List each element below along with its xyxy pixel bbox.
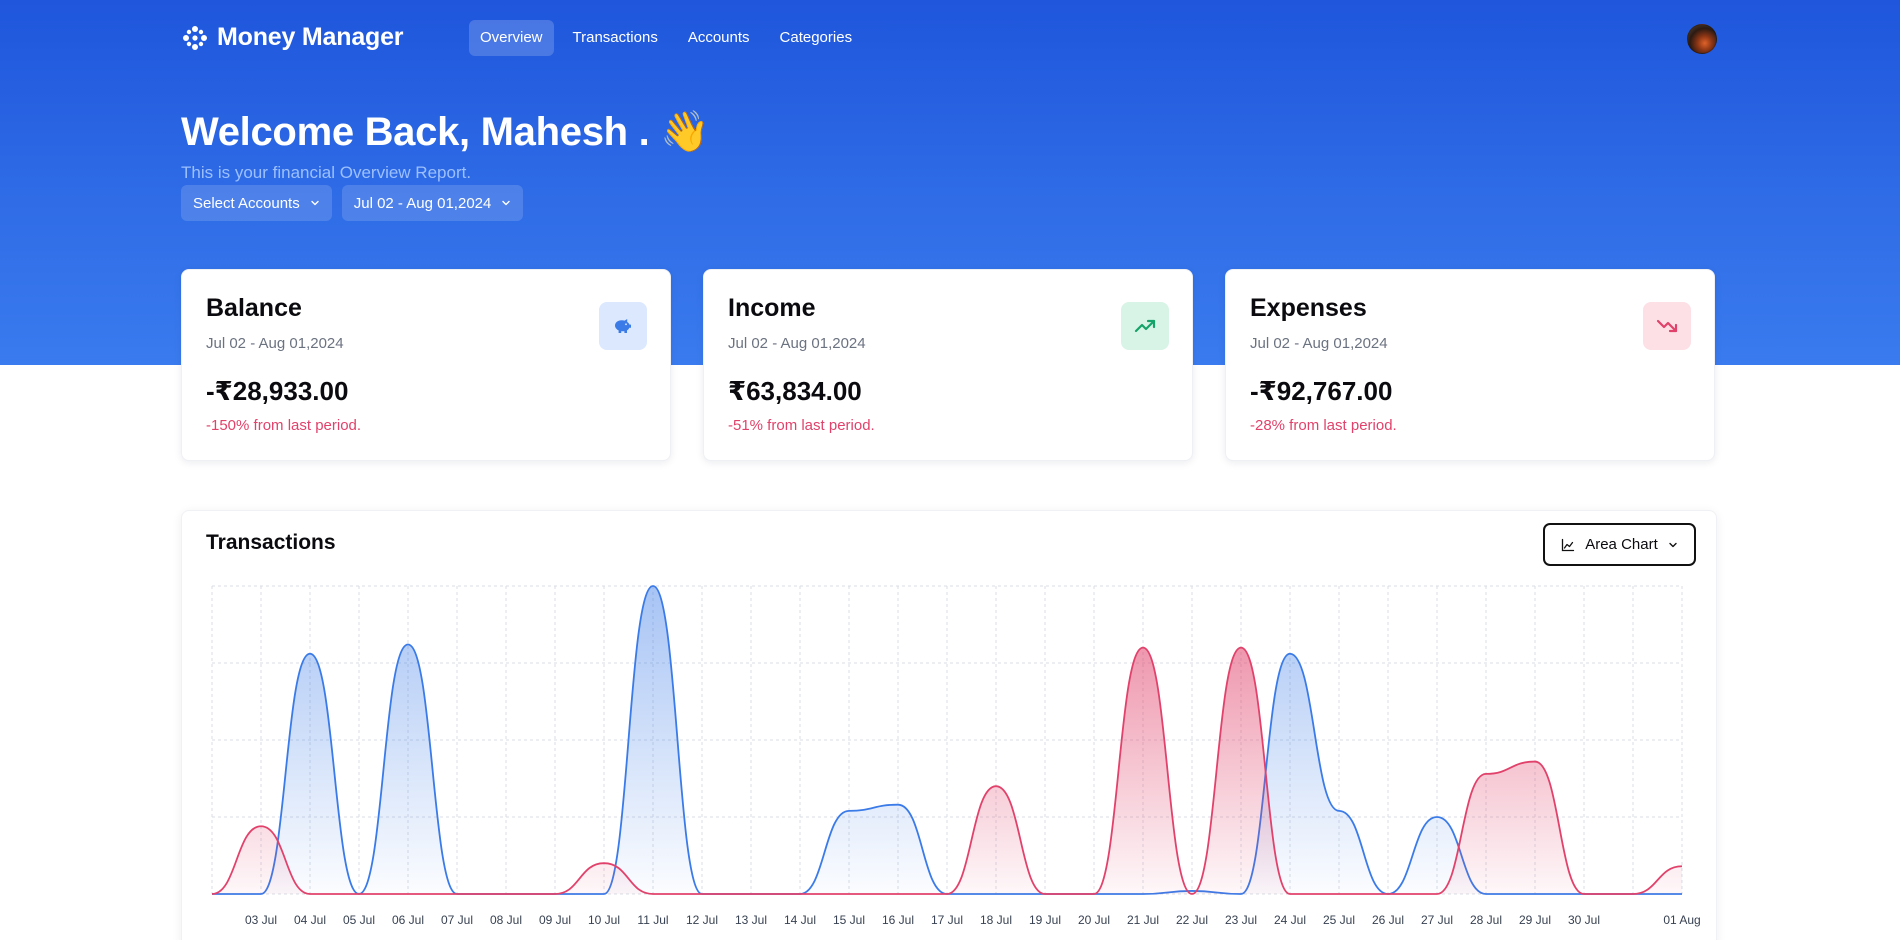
x-tick-label: 29 Jul [1519,913,1551,927]
chevron-down-icon [311,200,319,206]
chart-type-label: Area Chart [1585,536,1658,553]
x-tick-label: 05 Jul [343,913,375,927]
card-amount: ₹63,834.00 [728,376,862,406]
date-range-label: Jul 02 - Aug 01,2024 [353,194,492,212]
select-accounts-label: Select Accounts [193,194,300,212]
nav-link-transactions[interactable]: Transactions [572,29,658,46]
piggy-bank-icon [615,319,631,333]
brand[interactable]: Money Manager [181,23,404,52]
x-tick-label: 24 Jul [1274,913,1306,927]
top-navigation: Money Manager Overview Transactions Acco… [181,20,1717,58]
x-tick-label: 19 Jul [1029,913,1061,927]
card-title: Income [728,294,816,322]
x-tick-label: 09 Jul [539,913,571,927]
x-tick-label: 22 Jul [1176,913,1208,927]
filter-bar: Select Accounts Jul 02 - Aug 01,2024 [181,185,524,221]
date-range-dropdown[interactable]: Jul 02 - Aug 01,2024 [341,185,524,221]
transactions-area-chart: 03 Jul 04 Jul 05 Jul 06 Jul 07 Jul 08 Jul 09 J… [211,585,1701,927]
x-tick-label: 15 Jul [833,913,865,927]
x-tick-label: 14 Jul [784,913,816,927]
transactions-title: Transactions [206,531,336,554]
nav-links: Overview Transactions Accounts Categorie… [469,20,863,56]
trending-up-icon [1134,319,1156,333]
x-tick-label: 21 Jul [1127,913,1159,927]
x-tick-label: 06 Jul [392,913,424,927]
x-tick-label: 23 Jul [1225,913,1257,927]
x-tick-label: 07 Jul [441,913,473,927]
nav-link-overview[interactable]: Overview [469,20,554,56]
card-title: Expenses [1250,294,1367,322]
x-tick-label: 04 Jul [294,913,326,927]
x-tick-label: 17 Jul [931,913,963,927]
card-date-range: Jul 02 - Aug 01,2024 [728,335,866,352]
app-name: Money Manager [217,23,404,51]
user-avatar[interactable] [1687,24,1717,54]
piggy-bank-icon-box [599,302,647,350]
chevron-down-icon [1669,542,1677,547]
trending-down-icon [1656,319,1678,333]
logo-icon [183,25,207,50]
transactions-panel: Transactions Area Chart 0 [181,510,1717,940]
chart-type-dropdown[interactable]: Area Chart [1543,523,1696,566]
card-title: Balance [206,294,302,322]
nav-link-categories[interactable]: Categories [779,29,853,46]
x-tick-label: 20 Jul [1078,913,1110,927]
trending-down-icon-box [1643,302,1691,350]
card-amount: -₹92,767.00 [1250,376,1393,406]
card-change: -51% from last period. [728,417,875,434]
overview-subtitle: This is your financial Overview Report. [181,163,472,182]
x-tick-label: 28 Jul [1470,913,1502,927]
x-tick-label: 10 Jul [588,913,620,927]
summary-cards: Balance Jul 02 - Aug 01,2024 -₹28,933.00… [181,269,1717,461]
nav-link-accounts[interactable]: Accounts [687,29,750,46]
x-tick-label: 18 Jul [980,913,1012,927]
balance-card: Balance Jul 02 - Aug 01,2024 -₹28,933.00… [181,269,671,461]
x-tick-label: 16 Jul [882,913,914,927]
welcome-heading: Welcome Back, Mahesh . 👋 [181,110,710,154]
x-tick-label: 01 Aug [1663,913,1700,927]
x-tick-label: 27 Jul [1421,913,1453,927]
card-amount: -₹28,933.00 [206,376,349,406]
x-tick-label: 11 Jul [637,913,668,927]
income-area [212,586,1682,894]
select-accounts-dropdown[interactable]: Select Accounts [181,185,332,221]
income-card: Income Jul 02 - Aug 01,2024 ₹63,834.00 -… [703,269,1193,461]
x-tick-label: 13 Jul [735,913,767,927]
card-date-range: Jul 02 - Aug 01,2024 [1250,335,1388,352]
expenses-card: Expenses Jul 02 - Aug 01,2024 -₹92,767.0… [1225,269,1715,461]
x-tick-label: 03 Jul [245,913,277,927]
x-tick-label: 26 Jul [1372,913,1404,927]
chevron-down-icon [502,200,511,206]
trending-up-icon-box [1121,302,1169,350]
x-tick-label: 25 Jul [1323,913,1355,927]
x-tick-label: 12 Jul [686,913,718,927]
expenses-area [212,647,1682,894]
card-date-range: Jul 02 - Aug 01,2024 [206,335,344,352]
card-change: -150% from last period. [206,417,362,434]
x-tick-label: 08 Jul [490,913,522,927]
area-chart-icon [1562,538,1575,551]
x-tick-label: 30 Jul [1568,913,1600,927]
expenses-line [211,646,1683,895]
card-change: -28% from last period. [1250,417,1397,434]
